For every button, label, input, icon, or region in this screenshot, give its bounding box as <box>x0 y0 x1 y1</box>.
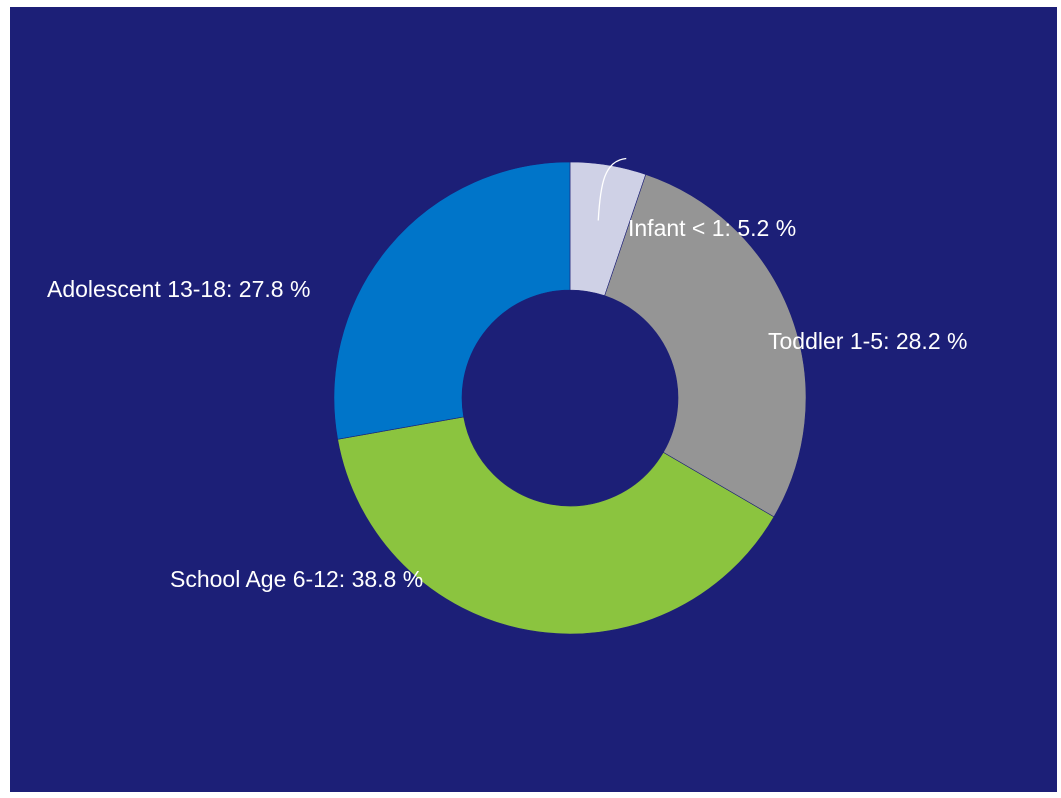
slices-group <box>333 161 807 635</box>
labels-group: Infant < 1: 5.2 % Toddler 1-5: 28.2 % Sc… <box>47 215 967 592</box>
slice-adolescent <box>333 161 571 440</box>
leader-line-infant <box>597 157 627 221</box>
chart-panel <box>10 7 1057 792</box>
slice-toddler <box>604 174 807 518</box>
slice-label-toddler: Toddler 1-5: 28.2 % <box>768 328 967 354</box>
leader-lines-group <box>597 157 627 221</box>
slice-label-school-age: School Age 6-12: 38.8 % <box>170 566 423 592</box>
slice-school-age <box>337 416 775 635</box>
slice-label-infant: Infant < 1: 5.2 % <box>628 215 796 241</box>
slice-label-adolescent: Adolescent 13-18: 27.8 % <box>47 276 310 302</box>
